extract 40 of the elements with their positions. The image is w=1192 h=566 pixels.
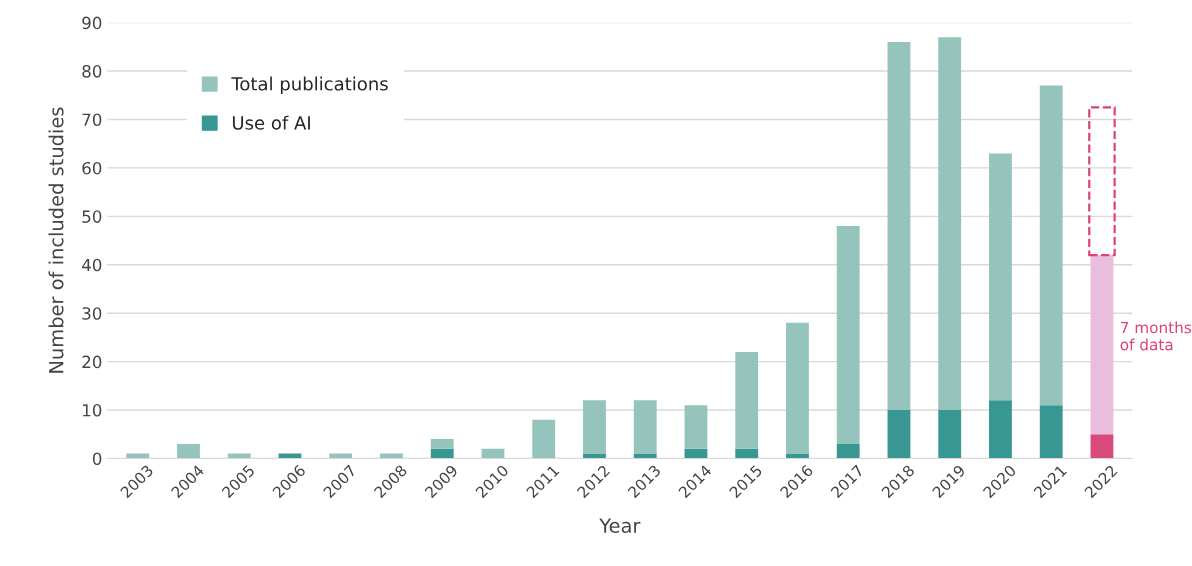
bar — [786, 322, 809, 454]
bar — [633, 400, 657, 454]
bar — [735, 448, 759, 459]
annotation: 7 months of data — [1120, 321, 1192, 351]
x-axis-title: Year — [599, 518, 641, 533]
bar — [989, 153, 1012, 401]
bar — [989, 400, 1012, 459]
bar — [1090, 434, 1114, 459]
y-tick-label: 80 — [82, 65, 102, 78]
bar — [177, 443, 200, 459]
bar — [836, 226, 860, 444]
bar — [1090, 255, 1114, 435]
bar — [684, 448, 708, 459]
y-tick-label: 90 — [82, 16, 102, 30]
bar — [1039, 85, 1063, 406]
bar — [583, 400, 606, 454]
y-tick-label: 30 — [82, 307, 102, 320]
bar — [938, 37, 962, 411]
bar — [1039, 405, 1063, 459]
legend-label: Use of AI — [232, 115, 310, 130]
bar — [532, 419, 556, 459]
y-tick-label: 50 — [82, 210, 102, 223]
bar — [430, 439, 454, 449]
bar — [938, 410, 962, 459]
y-axis-title: Number of included studies — [48, 107, 64, 373]
legend-label: Total publications — [231, 76, 388, 95]
y-tick-label: 60 — [82, 161, 102, 175]
y-tick-label: 10 — [83, 404, 102, 417]
y-tick-label: 20 — [82, 355, 102, 369]
bar — [836, 443, 860, 459]
y-tick-label: 0 — [92, 452, 102, 466]
bar — [684, 405, 708, 449]
bar — [430, 448, 454, 459]
y-tick-label: 70 — [82, 113, 102, 127]
bar — [481, 448, 505, 459]
bar — [1088, 106, 1116, 257]
bar — [887, 42, 911, 411]
bar — [735, 351, 759, 449]
bar — [887, 410, 911, 459]
y-tick-label: 40 — [82, 258, 102, 272]
